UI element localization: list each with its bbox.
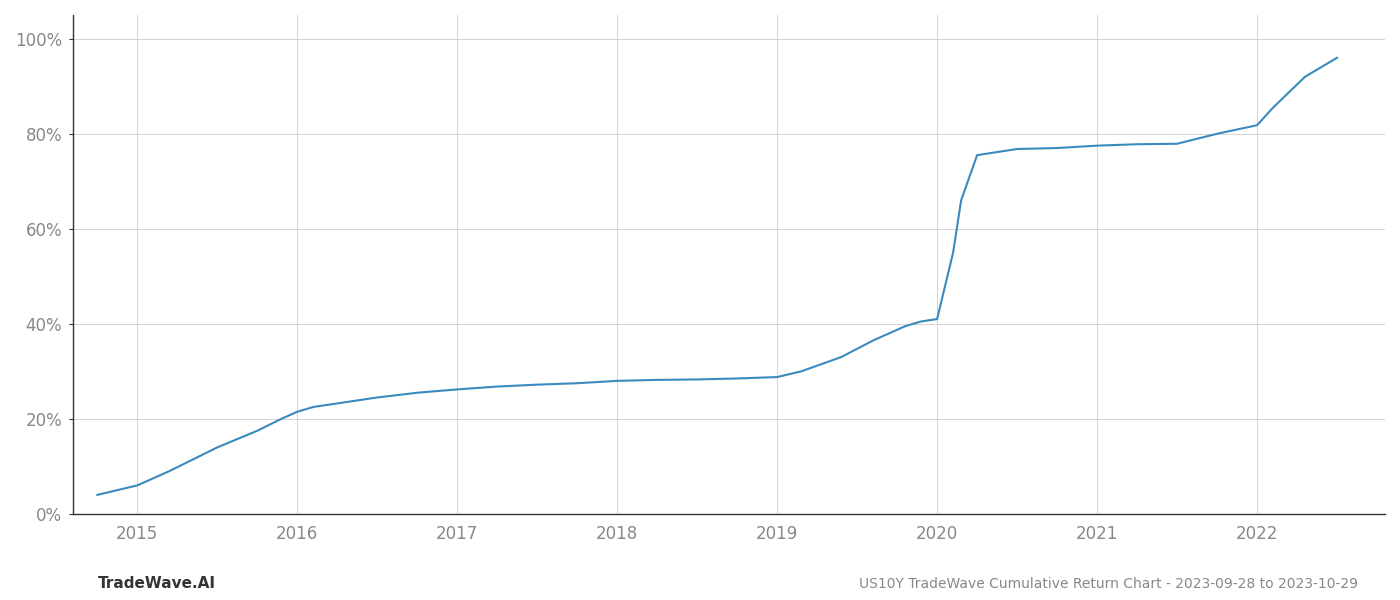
Text: US10Y TradeWave Cumulative Return Chart - 2023-09-28 to 2023-10-29: US10Y TradeWave Cumulative Return Chart … xyxy=(860,577,1358,591)
Text: TradeWave.AI: TradeWave.AI xyxy=(98,576,216,591)
